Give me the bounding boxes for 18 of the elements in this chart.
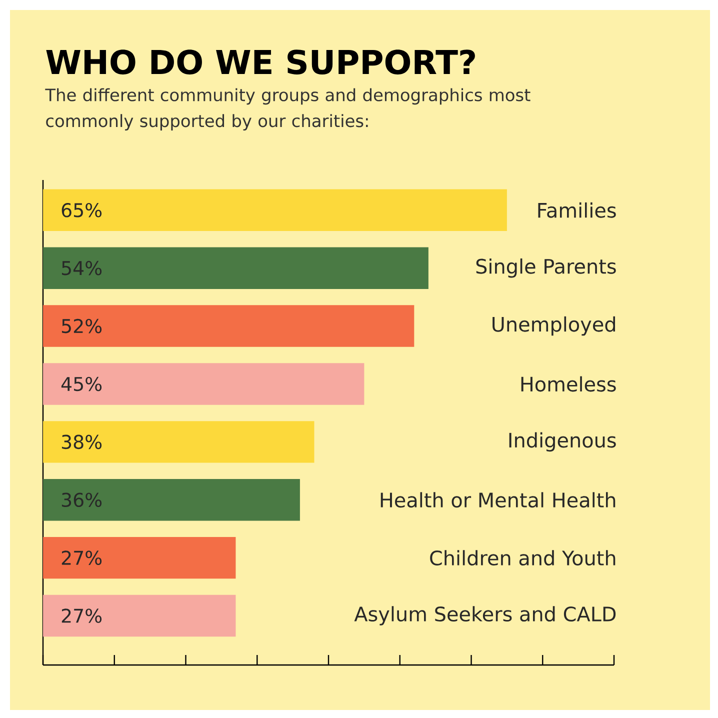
y-tick-label: Single Parents: [476, 258, 616, 278]
data-label: 45%: [61, 376, 102, 392]
chart-subtitle: The different community groups and demographics most commonly supported by our charities:: [45, 88, 530, 130]
y-tick-label: Families: [538, 202, 616, 218]
y-tick-label: Homeless: [521, 376, 616, 392]
data-label: 54%: [62, 260, 102, 276]
data-label: 27%: [62, 608, 102, 623]
data-label: 36%: [62, 492, 102, 508]
y-tick-label: Unemployed: [492, 316, 616, 336]
data-label: 27%: [62, 550, 102, 565]
y-tick-label: Indigenous: [509, 432, 616, 452]
data-label: 65%: [62, 202, 102, 218]
y-tick-label: Asylum Seekers and CALD: [354, 606, 616, 626]
data-label: 38%: [62, 434, 102, 450]
data-label: 52%: [62, 318, 102, 334]
y-tick-label: Health or Mental Health: [380, 492, 616, 508]
y-tick-label: Children and Youth: [430, 550, 616, 566]
chart-title: WHO DO WE SUPPORT?: [46, 50, 475, 74]
